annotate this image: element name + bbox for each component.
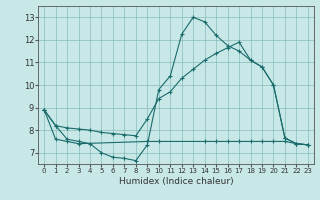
X-axis label: Humidex (Indice chaleur): Humidex (Indice chaleur) <box>119 177 233 186</box>
